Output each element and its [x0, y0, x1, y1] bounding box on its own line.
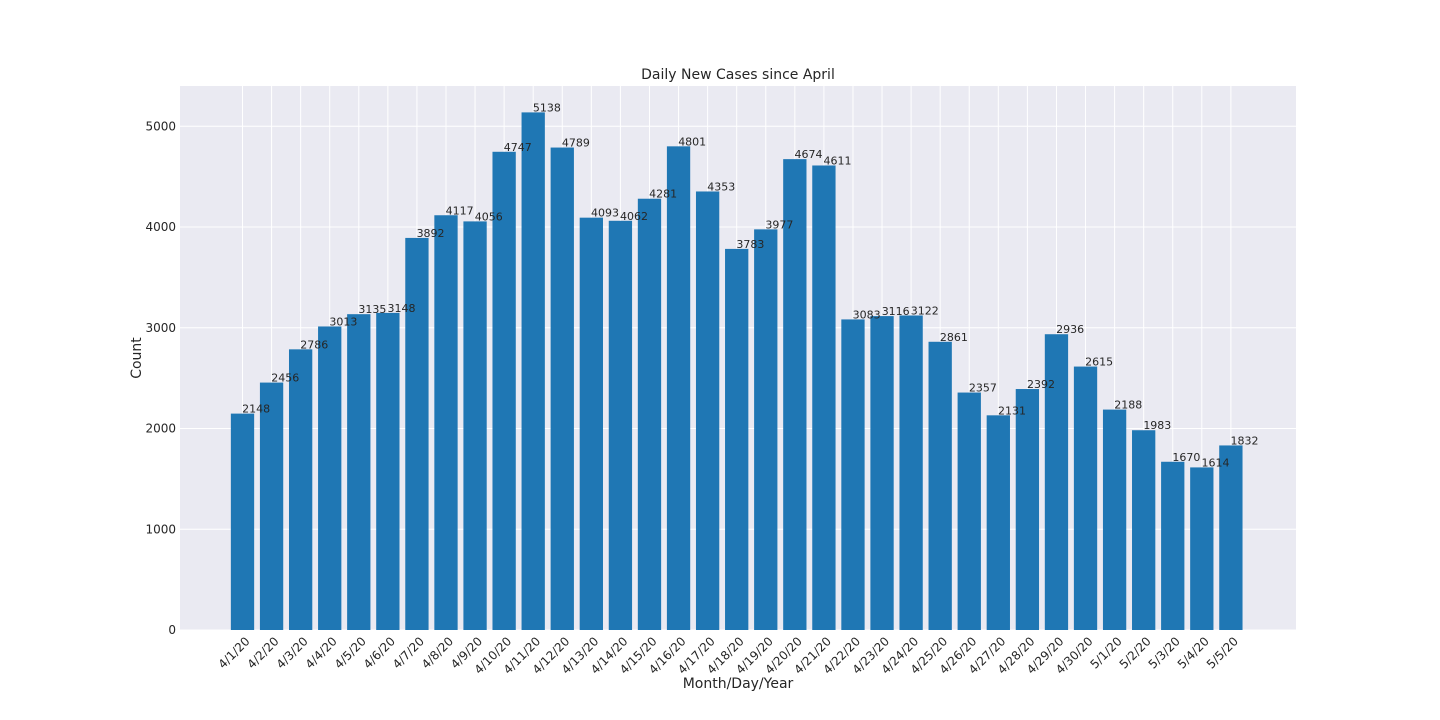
y-tick-label: 3000 — [145, 321, 176, 335]
x-tick-label: 5/3/20 — [1146, 634, 1183, 671]
bar-value-label: 3122 — [911, 304, 939, 317]
x-tick-label: 4/7/20 — [390, 634, 427, 671]
bar — [347, 314, 371, 630]
bar — [1102, 409, 1127, 630]
bar-value-label: 4117 — [446, 204, 474, 217]
bar — [928, 341, 952, 630]
y-tick-label: 5000 — [145, 119, 176, 133]
bar — [230, 413, 255, 630]
y-axis-label: Count — [129, 337, 145, 379]
bar — [812, 165, 836, 631]
bar — [725, 248, 749, 631]
x-axis-label: Month/Day/Year — [683, 676, 794, 692]
x-tick-label: 4/6/20 — [361, 634, 398, 671]
x-tick-label: 5/4/20 — [1175, 634, 1212, 671]
y-tick-label: 1000 — [145, 522, 176, 536]
bar-value-label: 3892 — [417, 227, 445, 240]
x-tick-label: 4/4/20 — [303, 634, 340, 671]
bar-value-label: 3977 — [765, 218, 793, 231]
bar — [318, 326, 342, 630]
bar — [870, 316, 894, 630]
bar — [1161, 461, 1185, 630]
bar — [986, 415, 1010, 630]
bar — [376, 312, 400, 630]
bar — [957, 392, 981, 630]
bar — [783, 159, 807, 631]
bar-value-label: 4353 — [707, 180, 735, 193]
bar-value-label: 1670 — [1172, 451, 1200, 464]
bar-value-label: 4801 — [678, 135, 706, 148]
y-tick-label: 0 — [168, 623, 176, 637]
bar-value-label: 2615 — [1085, 356, 1113, 369]
bar — [550, 147, 574, 630]
bar — [1219, 445, 1243, 630]
bar — [1015, 389, 1040, 630]
bar — [1190, 467, 1214, 630]
bar-value-label: 4674 — [794, 148, 822, 161]
bar-value-label: 4789 — [562, 137, 590, 150]
x-tick-label: 5/2/20 — [1117, 634, 1154, 671]
bar-value-label: 3013 — [329, 315, 357, 328]
x-tick-label: 5/1/20 — [1088, 634, 1125, 671]
x-tick-label: 4/3/20 — [274, 634, 311, 671]
bar — [259, 382, 284, 630]
bar-value-label: 4093 — [591, 207, 619, 220]
bar-value-label: 2188 — [1114, 399, 1142, 412]
bar — [637, 198, 662, 630]
bar — [754, 229, 778, 631]
bar — [666, 146, 691, 631]
bar-value-label: 3148 — [388, 302, 416, 315]
y-tick-label: 2000 — [145, 422, 176, 436]
bar-value-label: 3783 — [736, 238, 764, 251]
bar — [288, 349, 313, 630]
x-tick-label: 4/1/20 — [215, 634, 252, 671]
bar-value-label: 2861 — [940, 331, 968, 344]
y-tick-label: 4000 — [145, 220, 176, 234]
bar-value-label: 3083 — [853, 308, 881, 321]
x-tick-labels: 4/1/204/2/204/3/204/4/204/5/204/6/204/7/… — [215, 634, 1241, 677]
bar-value-label: 4281 — [649, 188, 677, 201]
x-tick-label: 4/2/20 — [244, 634, 281, 671]
chart-title: Daily New Cases since April — [641, 67, 835, 83]
bar-value-label: 1614 — [1201, 456, 1229, 469]
bar — [1073, 366, 1098, 630]
bar-value-label: 2357 — [969, 382, 997, 395]
y-tick-labels: 0 1000 2000 3000 4000 5000 — [145, 119, 176, 637]
bar-value-label: 2786 — [300, 338, 328, 351]
bar — [579, 217, 603, 630]
bar — [492, 151, 516, 631]
x-tick-label: 5/5/20 — [1204, 634, 1241, 671]
x-tick-label: 4/5/20 — [332, 634, 369, 671]
bar — [405, 237, 429, 630]
bar-value-label: 2148 — [242, 403, 270, 416]
bar-value-label: 5138 — [533, 101, 561, 114]
bar-value-label: 2392 — [1027, 378, 1055, 391]
bar — [434, 215, 458, 630]
bar-value-label: 4611 — [824, 154, 852, 167]
bar-value-label: 4062 — [620, 210, 648, 223]
bar — [899, 315, 923, 630]
bar — [463, 221, 487, 630]
x-tick-label: 4/8/20 — [419, 634, 456, 671]
bar — [695, 191, 720, 630]
bar-value-label: 4056 — [475, 210, 503, 223]
bar — [608, 220, 633, 630]
bar-value-label: 4747 — [504, 141, 532, 154]
bar-value-label: 2131 — [998, 404, 1026, 417]
bar — [1044, 334, 1069, 630]
bar-value-label: 2936 — [1056, 323, 1084, 336]
bar-value-label: 1832 — [1231, 434, 1259, 447]
bar-value-label: 2456 — [271, 372, 299, 385]
bar-value-label: 3135 — [358, 303, 386, 316]
bar — [841, 319, 865, 630]
bars — [230, 112, 1243, 631]
bar-value-label: 1983 — [1143, 419, 1171, 432]
bar-value-label: 3116 — [882, 305, 910, 318]
bar — [521, 112, 545, 631]
bar — [1132, 430, 1156, 630]
